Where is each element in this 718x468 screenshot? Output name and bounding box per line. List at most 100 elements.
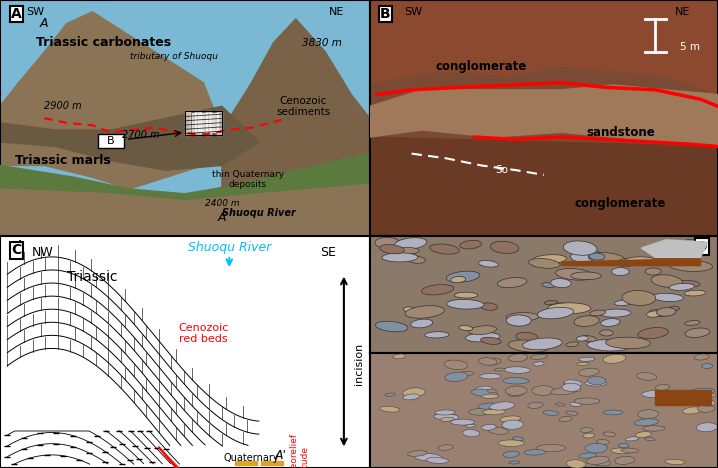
Ellipse shape: [503, 378, 528, 384]
Ellipse shape: [478, 403, 499, 409]
Ellipse shape: [670, 260, 712, 271]
Ellipse shape: [569, 402, 582, 407]
Ellipse shape: [556, 403, 565, 406]
Ellipse shape: [587, 456, 609, 464]
FancyBboxPatch shape: [98, 133, 124, 148]
Polygon shape: [215, 113, 218, 132]
Text: Quaternary: Quaternary: [223, 453, 279, 462]
Ellipse shape: [601, 319, 620, 326]
Ellipse shape: [571, 249, 601, 262]
Ellipse shape: [532, 386, 554, 395]
Text: SW: SW: [26, 7, 44, 17]
Ellipse shape: [480, 337, 501, 344]
Ellipse shape: [528, 402, 543, 409]
Ellipse shape: [589, 459, 610, 466]
Ellipse shape: [508, 354, 528, 362]
Text: So: So: [495, 165, 508, 175]
Ellipse shape: [656, 384, 670, 390]
Ellipse shape: [508, 340, 549, 352]
FancyBboxPatch shape: [0, 0, 370, 236]
Ellipse shape: [406, 256, 426, 263]
Ellipse shape: [642, 390, 672, 398]
Ellipse shape: [544, 300, 558, 305]
Ellipse shape: [666, 252, 687, 258]
Ellipse shape: [679, 280, 700, 287]
Ellipse shape: [635, 431, 652, 438]
Polygon shape: [206, 111, 211, 135]
Ellipse shape: [645, 438, 655, 441]
Ellipse shape: [654, 248, 683, 258]
Ellipse shape: [459, 326, 472, 331]
Text: Triassic marls: Triassic marls: [15, 154, 111, 167]
Ellipse shape: [611, 448, 633, 453]
Polygon shape: [261, 461, 272, 465]
Ellipse shape: [577, 336, 588, 341]
Ellipse shape: [438, 445, 453, 450]
Text: sandstone: sandstone: [586, 126, 655, 139]
Ellipse shape: [435, 410, 455, 415]
Text: B: B: [107, 136, 115, 146]
Ellipse shape: [542, 283, 555, 287]
Ellipse shape: [500, 416, 521, 422]
Ellipse shape: [523, 338, 562, 350]
Ellipse shape: [508, 461, 520, 464]
Ellipse shape: [665, 459, 685, 465]
Polygon shape: [641, 240, 707, 257]
Ellipse shape: [543, 410, 559, 415]
Ellipse shape: [621, 448, 638, 453]
Polygon shape: [656, 390, 711, 405]
Ellipse shape: [434, 414, 459, 420]
Ellipse shape: [573, 250, 602, 258]
Polygon shape: [159, 447, 277, 468]
Ellipse shape: [488, 427, 508, 434]
Text: tributary of Shuoqu: tributary of Shuoqu: [130, 52, 218, 61]
Ellipse shape: [488, 389, 496, 393]
Text: A: A: [11, 7, 22, 21]
Ellipse shape: [556, 269, 594, 280]
Ellipse shape: [554, 303, 570, 307]
Ellipse shape: [612, 268, 629, 276]
Ellipse shape: [574, 398, 600, 404]
Ellipse shape: [421, 285, 454, 295]
Ellipse shape: [445, 372, 468, 381]
Polygon shape: [203, 113, 207, 132]
Ellipse shape: [696, 399, 715, 406]
Ellipse shape: [559, 417, 572, 422]
Ellipse shape: [669, 284, 694, 290]
Ellipse shape: [485, 358, 501, 365]
Ellipse shape: [475, 386, 492, 393]
Ellipse shape: [490, 402, 515, 410]
Ellipse shape: [375, 237, 400, 249]
Ellipse shape: [440, 417, 454, 421]
Ellipse shape: [579, 453, 597, 458]
Ellipse shape: [704, 394, 716, 397]
Polygon shape: [246, 461, 257, 465]
Text: 5 m: 5 m: [680, 42, 700, 52]
Polygon shape: [0, 184, 370, 236]
Ellipse shape: [569, 388, 581, 392]
Ellipse shape: [603, 410, 623, 415]
Ellipse shape: [638, 328, 668, 339]
Ellipse shape: [536, 445, 566, 452]
Text: 2400 m: 2400 m: [205, 199, 239, 208]
Polygon shape: [370, 0, 718, 95]
Ellipse shape: [506, 315, 531, 326]
Ellipse shape: [696, 423, 717, 432]
Ellipse shape: [478, 260, 498, 267]
Ellipse shape: [697, 405, 715, 412]
Polygon shape: [561, 246, 701, 265]
Ellipse shape: [394, 238, 426, 249]
Text: C: C: [11, 243, 22, 257]
Text: conglomerate: conglomerate: [436, 60, 527, 73]
Ellipse shape: [459, 372, 475, 376]
Ellipse shape: [603, 354, 626, 363]
Text: A: A: [40, 17, 49, 30]
Ellipse shape: [386, 393, 396, 396]
Ellipse shape: [579, 368, 599, 376]
Ellipse shape: [503, 451, 519, 457]
Ellipse shape: [504, 367, 531, 373]
Polygon shape: [235, 461, 246, 465]
Text: Cenozoic
sediments: Cenozoic sediments: [276, 95, 330, 117]
Ellipse shape: [548, 303, 591, 314]
Ellipse shape: [380, 245, 404, 254]
